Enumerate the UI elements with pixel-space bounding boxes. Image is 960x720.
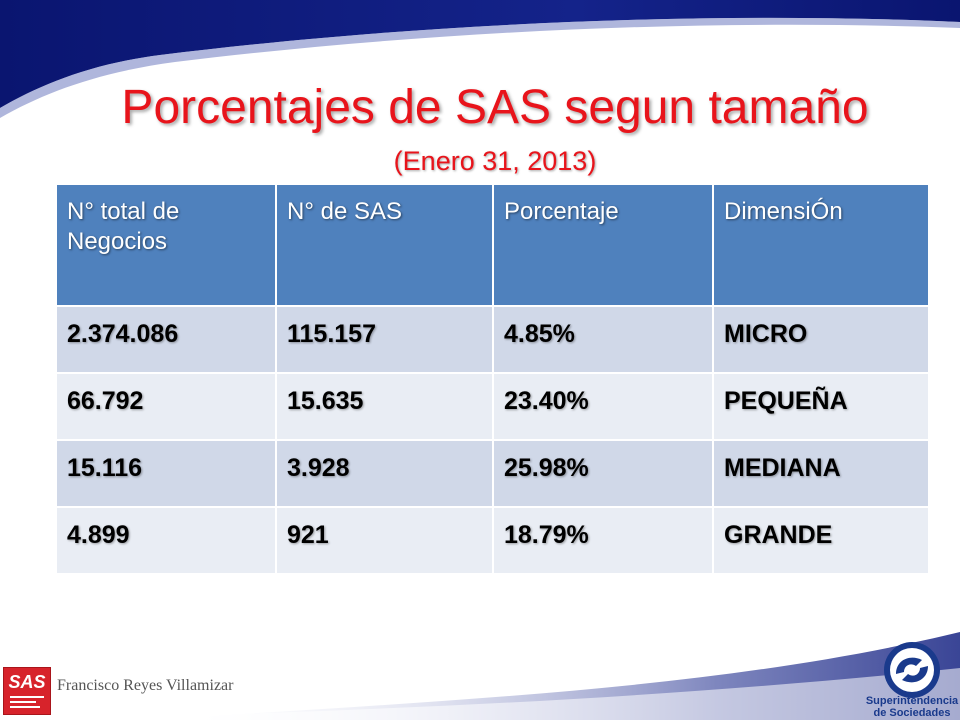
table-row: 2.374.086 115.157 4.85% MICRO — [57, 306, 928, 374]
cell-numero-sas: 15.635 — [276, 373, 494, 441]
header-porcentaje: Porcentaje — [493, 185, 714, 307]
superintendencia-name-line1: Superintendencia — [865, 695, 959, 707]
cell-dimension: PEQUEÑA — [713, 373, 928, 441]
slide-title: Porcentajes de SAS segun tamaño — [121, 81, 869, 134]
footer-author: Francisco Reyes Villamizar — [57, 677, 234, 694]
sas-logo-text: SAS — [8, 672, 46, 692]
cell-porcentaje: 4.85% — [493, 306, 714, 374]
cell-total-negocios: 2.374.086 — [57, 306, 277, 374]
table-row: 4.899 921 18.79% GRANDE — [57, 507, 928, 575]
table-header-row: N° total de Negocios N° de SAS Porcentaj… — [57, 185, 928, 307]
cell-dimension: MEDIANA — [713, 440, 928, 508]
sas-size-table: N° total de Negocios N° de SAS Porcentaj… — [57, 185, 928, 575]
table-row: 15.116 3.928 25.98% MEDIANA — [57, 440, 928, 508]
cell-total-negocios: 4.899 — [57, 507, 277, 575]
cell-numero-sas: 115.157 — [276, 306, 494, 374]
superintendencia-name-line2: de Sociedades — [873, 707, 951, 719]
cell-total-negocios: 66.792 — [57, 373, 277, 441]
header-numero-sas: N° de SAS — [276, 185, 494, 307]
superintendencia-name: Superintendencia de Sociedades — [858, 695, 960, 719]
slide-subtitle: (Enero 31, 2013) — [393, 146, 597, 176]
superintendencia-emblem-icon — [884, 642, 940, 698]
cell-porcentaje: 23.40% — [493, 373, 714, 441]
cell-numero-sas: 921 — [276, 507, 494, 575]
cell-dimension: GRANDE — [713, 507, 928, 575]
cell-porcentaje: 25.98% — [493, 440, 714, 508]
cell-porcentaje: 18.79% — [493, 507, 714, 575]
header-total-negocios: N° total de Negocios — [57, 185, 277, 307]
cell-numero-sas: 3.928 — [276, 440, 494, 508]
cell-total-negocios: 15.116 — [57, 440, 277, 508]
table-row: 66.792 15.635 23.40% PEQUEÑA — [57, 373, 928, 441]
sas-logo-icon: SAS — [3, 667, 51, 715]
cell-dimension: MICRO — [713, 306, 928, 374]
header-dimension: DimensiÓn — [713, 185, 928, 307]
